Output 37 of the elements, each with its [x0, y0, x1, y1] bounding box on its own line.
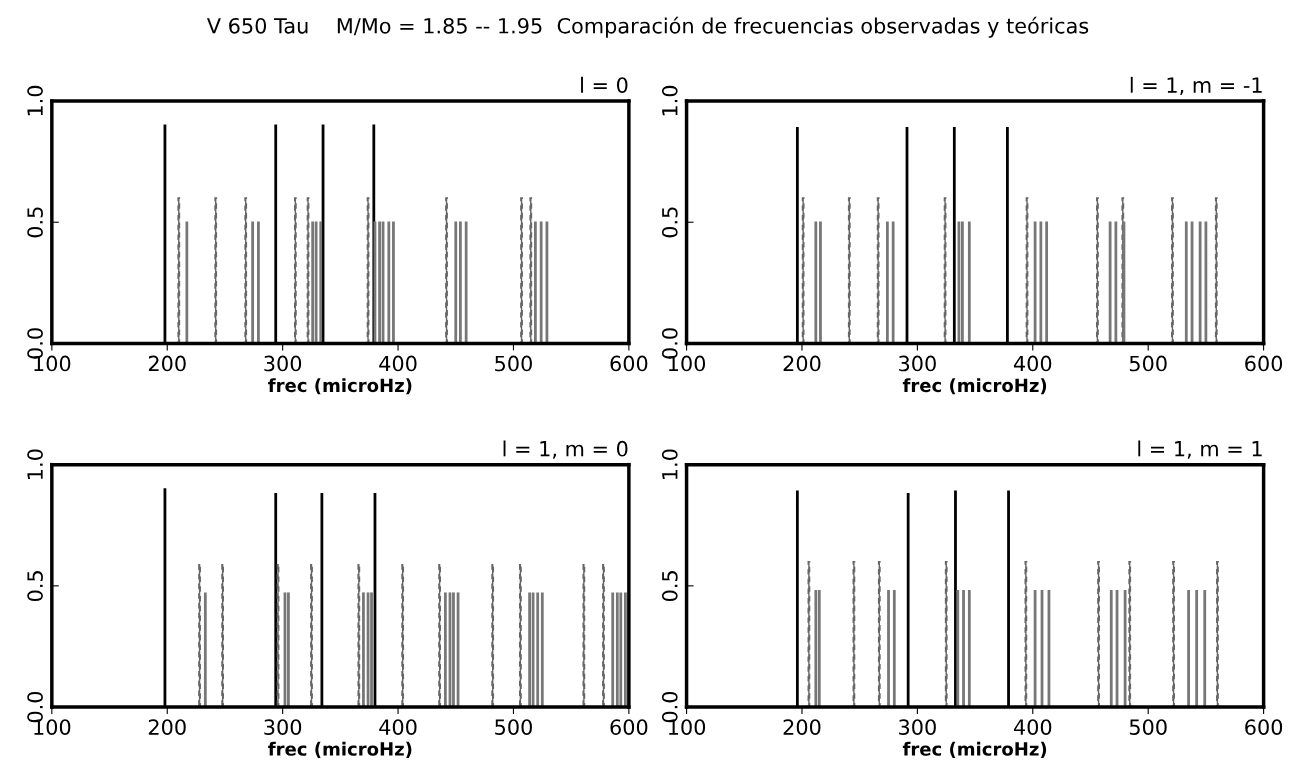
x-tick-label: 300 — [899, 719, 936, 735]
y-tick-label: 1.0 — [661, 85, 678, 116]
x-axis-title: frec (microHz) — [268, 378, 412, 395]
x-axis-title: frec (microHz) — [268, 741, 412, 758]
x-tick-label: 400 — [1013, 355, 1052, 372]
x-tick-label: 600 — [1245, 355, 1283, 372]
x-tick-label: 200 — [148, 719, 186, 735]
x-tick-label: 200 — [148, 355, 186, 372]
x-tick-label: 200 — [783, 719, 821, 735]
x-tick-label: 600 — [610, 719, 648, 735]
x-tick-label: 400 — [1013, 719, 1052, 735]
chart-title: l = 0 — [581, 76, 628, 93]
y-tick-label: 0.5 — [27, 571, 43, 602]
x-tick-label: 600 — [610, 355, 648, 372]
x-tick-label: 200 — [783, 355, 821, 372]
y-tick-label: 1.0 — [27, 85, 43, 116]
x-tick-label: 400 — [379, 719, 417, 735]
y-tick-label: 1.0 — [27, 449, 43, 479]
y-tick-label: 0.5 — [661, 571, 678, 602]
x-axis-title: frec (microHz) — [902, 741, 1047, 758]
x-tick-label: 600 — [1245, 719, 1283, 735]
text: V 650 Tau M/Mo = 1.85 -- 1.95 Comparación de frecuencias observadas y teóricas — [206, 16, 1089, 38]
x-tick-label: 500 — [1129, 355, 1167, 372]
chart-title: l = 1, m = 1 — [1138, 440, 1262, 459]
y-tick-label: 0.5 — [27, 207, 43, 238]
x-tick-label: 500 — [495, 355, 532, 372]
chart-title: l = 1, m = -1 — [1130, 76, 1262, 96]
x-tick-label: 300 — [264, 719, 302, 735]
y-tick-label: 0.5 — [661, 207, 678, 238]
x-tick-label: 300 — [264, 355, 302, 372]
x-tick-label: 500 — [495, 719, 532, 735]
y-tick-label: 1.0 — [661, 449, 678, 479]
chart-title: l = 1, m = 0 — [503, 440, 628, 459]
x-axis-title: frec (microHz) — [902, 378, 1047, 395]
x-tick-label: 300 — [899, 355, 936, 372]
x-tick-label: 400 — [379, 355, 417, 372]
x-tick-label: 500 — [1129, 719, 1167, 735]
